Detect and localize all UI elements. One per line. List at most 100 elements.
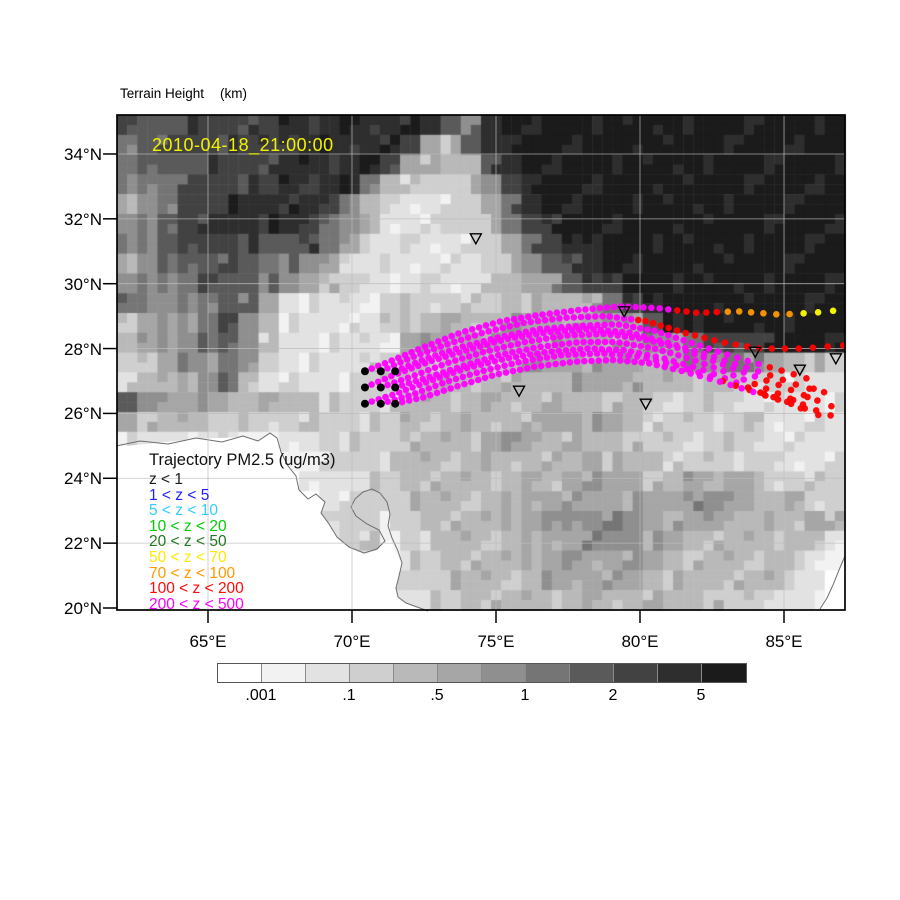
trajectory-dot — [424, 366, 432, 374]
trajectory-dot — [572, 351, 579, 358]
trajectory-dot — [398, 382, 406, 389]
trajectory-dot — [839, 342, 845, 349]
release-point — [376, 383, 385, 392]
terrain-colorbar — [217, 663, 747, 683]
trajectory-dot — [431, 364, 439, 372]
trajectory-dot — [806, 385, 813, 393]
trajectory-dot — [412, 390, 419, 397]
trajectory-dot — [710, 364, 717, 371]
trajectory-dot — [689, 363, 697, 371]
trajectory-dot — [538, 362, 545, 370]
trajectory-dot — [557, 333, 564, 340]
trajectory-dot — [537, 343, 544, 351]
trajectory-dot — [608, 351, 616, 358]
trajectory-dot — [584, 313, 592, 321]
trajectory-dot — [672, 334, 680, 342]
trajectory-dot — [512, 353, 520, 361]
trajectory-3 — [391, 321, 817, 404]
plot-title: Terrain Height (km) — [120, 86, 247, 101]
trajectory-dot — [716, 378, 724, 386]
trajectory-dot — [528, 337, 536, 345]
trajectory-dot — [682, 347, 690, 355]
trajectory-dot — [459, 373, 467, 381]
trajectory-dot — [532, 312, 539, 319]
trajectory-dot — [675, 352, 682, 359]
trajectory-dot — [593, 331, 600, 338]
trajectory-dot — [476, 343, 484, 350]
trajectory-dot — [462, 328, 469, 335]
trajectory-dot — [755, 360, 762, 368]
trajectory-dot — [409, 384, 416, 391]
legend-entry: 200 < z < 500 — [149, 595, 244, 613]
trajectory-dot — [440, 387, 448, 395]
trajectory-dot — [521, 338, 529, 346]
colorbar-cell — [702, 664, 746, 682]
trajectory-2 — [377, 312, 845, 375]
trajectory-dot — [601, 321, 608, 329]
trajectory-dot — [422, 379, 430, 386]
trajectory-dot — [814, 397, 821, 404]
trajectory-dot — [747, 309, 755, 316]
trajectory-dot — [665, 332, 672, 339]
station-marker-layer — [469, 233, 843, 411]
trajectory-dot — [560, 308, 568, 316]
trajectory-dot — [515, 359, 522, 366]
trajectory-dot — [421, 360, 429, 367]
trajectory-dot — [714, 348, 722, 355]
trajectory-dot — [529, 356, 536, 364]
trajectory-dot — [520, 319, 527, 327]
trajectory-dot — [613, 346, 620, 354]
timestamp-label: 2010-04-18_21:00:00 — [152, 135, 334, 155]
trajectory-dot — [634, 353, 641, 360]
trajectory-dot — [466, 371, 474, 379]
colorbar-tick-label: .5 — [430, 687, 444, 704]
trajectory-dot — [535, 336, 543, 344]
trajectory-dot — [451, 338, 458, 346]
trajectory-dot — [384, 365, 391, 372]
trajectory-dot — [390, 362, 398, 369]
trajectory-dot — [724, 308, 732, 316]
trajectory-dot — [563, 314, 570, 322]
trajectory-dot — [487, 365, 494, 373]
trajectory-dot — [644, 344, 652, 351]
trajectory-dot — [491, 358, 499, 365]
trajectory-dot — [571, 331, 578, 339]
release-point — [391, 383, 400, 392]
trajectory-dot — [673, 307, 681, 314]
trajectory-dot — [592, 313, 599, 320]
trajectory-dot — [613, 314, 621, 321]
trajectory-dot — [801, 405, 809, 412]
release-point — [360, 399, 369, 408]
trajectory-dot — [713, 308, 721, 316]
x-axis-label: 85°E — [765, 632, 803, 651]
trajectory-9 — [391, 356, 822, 419]
trajectory-dot — [632, 303, 640, 311]
colorbar-cell — [526, 664, 570, 682]
trajectory-dot — [477, 361, 485, 369]
trajectory-dot — [658, 329, 665, 337]
trajectory-dot — [760, 310, 767, 317]
trajectory-dot — [540, 329, 547, 337]
trajectory-dot — [475, 324, 483, 331]
trajectory-dot — [432, 382, 439, 390]
trajectory-dot — [506, 323, 513, 330]
trajectory-dot — [413, 395, 420, 403]
trajectory-dot — [732, 341, 740, 348]
trajectory-dot — [594, 321, 601, 329]
trajectory-dot — [547, 328, 554, 336]
trajectory-dot — [602, 357, 610, 364]
trajectory-dot — [696, 372, 704, 380]
colorbar-tick-label: .001 — [245, 687, 277, 704]
trajectory-dot — [411, 372, 419, 379]
trajectory-dot — [463, 364, 471, 372]
sea-area-bay-corner — [820, 556, 845, 609]
trajectory-dot — [455, 330, 462, 337]
x-axis-label: 70°E — [333, 632, 371, 651]
trajectory-dot — [616, 357, 624, 364]
trajectory-dot — [495, 351, 502, 359]
trajectory-dot — [530, 363, 538, 371]
trajectory-dot — [509, 349, 516, 356]
trajectory-dot — [583, 325, 590, 333]
trajectory-dot — [397, 359, 404, 366]
